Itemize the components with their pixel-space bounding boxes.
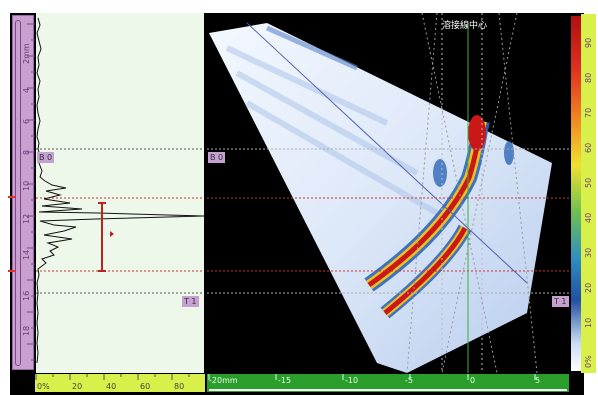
cursor-marker-upper[interactable] [8,196,16,198]
palette-label: 90 [584,37,593,48]
palette-label: 80 [584,72,593,83]
palette-label: 30 [584,247,593,258]
palette-label: 70 [584,107,593,118]
amplitude-label: 40 [106,382,117,391]
depth-label: 12 [22,213,31,224]
depth-label: 10 [22,180,31,191]
amplitude-label: 0% [37,382,50,391]
gate-t1-tag-right[interactable]: T 1 [552,296,569,307]
amplitude-label: 80 [174,382,185,391]
depth-label: 2mm [22,43,31,64]
depth-label: 6 [22,118,31,124]
palette-label: 0% [584,355,593,368]
depth-label: 4 [22,87,31,93]
depth-label: 14 [22,249,31,260]
s-scan-view[interactable] [207,13,569,373]
amplitude-label: 60 [140,382,151,391]
gate-b0-tag-left[interactable]: B 0 [37,152,55,163]
cursor-marker-lower[interactable] [8,270,16,272]
index-label: -20mm [209,376,238,385]
index-label: -15 [278,376,292,385]
depth-ruler-ticks [27,23,35,361]
weld-centerline-label: 溶接線中心 [442,21,488,31]
s-scan-image [207,13,569,373]
amplitude-ruler[interactable] [35,374,205,392]
a-scan-graph [36,17,204,364]
amplitude-ruler-ticks [35,374,190,380]
gate-t1-tag-left[interactable]: T 1 [182,296,199,307]
depth-ruler[interactable] [12,15,35,370]
palette-label: 50 [584,177,593,188]
depth-label: 18 [22,325,31,336]
palette-label: 20 [584,282,593,293]
index-label: 5 [535,376,541,385]
amplitude-label: 20 [72,382,83,391]
depth-label: 8 [22,149,31,155]
index-label: -10 [345,376,359,385]
a-scan-view[interactable] [36,13,204,373]
palette-label: 40 [584,212,593,223]
palette-label: 10 [584,317,593,328]
index-label: 0 [470,376,476,385]
gate-b0-tag-right[interactable]: B 0 [208,152,226,163]
depth-scroll-handle[interactable] [15,20,21,366]
color-palette-bar [571,16,581,371]
index-label: -5 [405,376,413,385]
palette-ruler[interactable] [581,14,596,373]
depth-label: 16 [22,290,31,301]
palette-label: 60 [584,142,593,153]
index-ruler-ticks [208,374,567,391]
index-ruler[interactable] [207,374,569,392]
